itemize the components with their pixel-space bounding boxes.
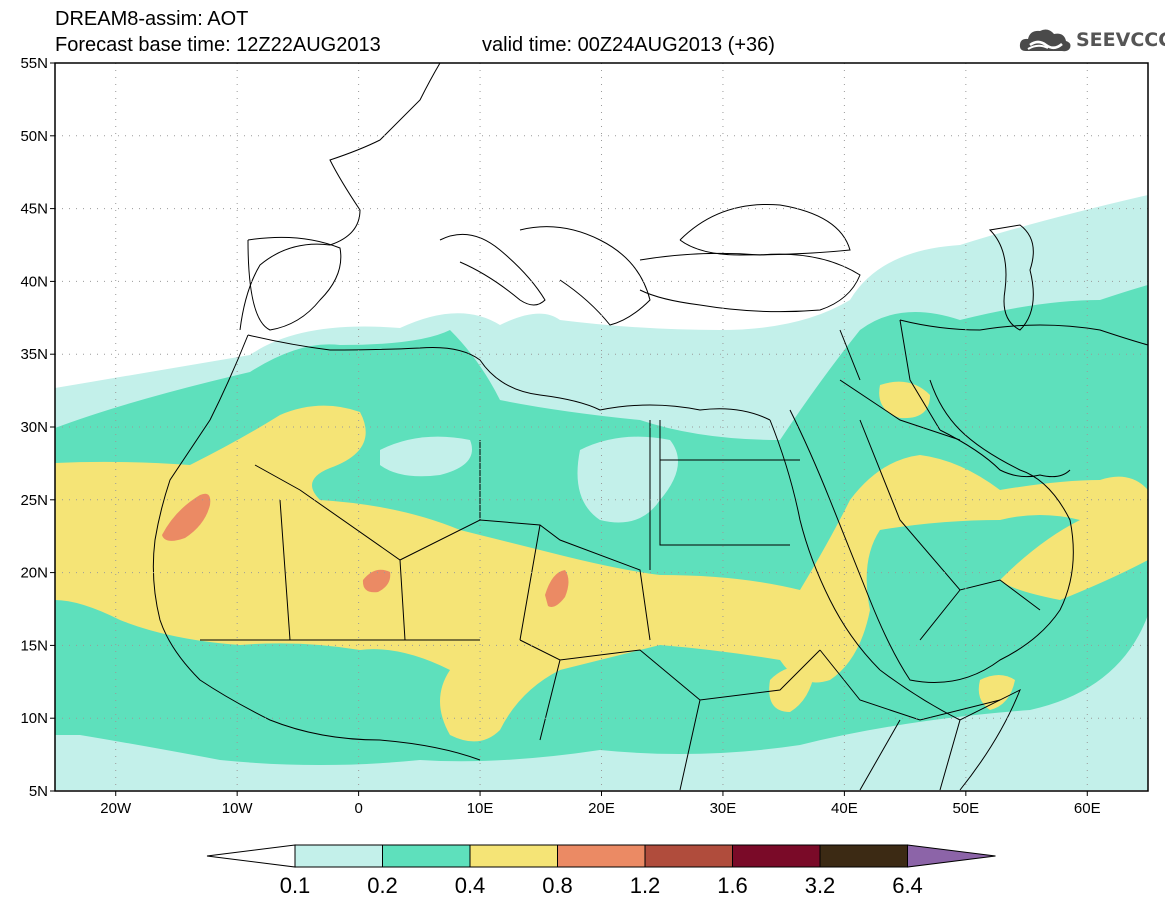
- lon-tick-label: 10W: [222, 800, 254, 817]
- iran-border: [899, 319, 1148, 346]
- coastlines: [152, 63, 1148, 791]
- graticule: [55, 63, 1148, 791]
- aot-contour-0.8-chad: [545, 570, 569, 607]
- lat-tick-label: 55N: [20, 55, 48, 72]
- aot-contour-0.1-patch: [577, 436, 678, 523]
- colorbar-label: 3.2: [805, 873, 836, 898]
- sahara-borders: [254, 420, 800, 641]
- lon-tick-label: 30E: [710, 800, 737, 817]
- lat-tick-label: 10N: [20, 710, 48, 727]
- red-sea-west-coast: [769, 419, 881, 671]
- colorbar-label: 0.1: [280, 873, 311, 898]
- sahel-borders: [200, 639, 1001, 791]
- colorbar-swatch: [644, 844, 733, 868]
- east-africa-borders: [859, 719, 961, 791]
- logo-text: SEEVCCC: [1076, 29, 1165, 51]
- lon-tick-label: 50E: [952, 800, 979, 817]
- persian-gulf-coast: [939, 429, 1071, 478]
- iraq-borders: [839, 319, 941, 431]
- valid-time: valid time: 00Z24AUG2013 (+36): [482, 34, 775, 56]
- cloud-logo-icon: [1019, 29, 1071, 52]
- europe-coastline: [239, 63, 441, 331]
- aot-contour-0.4-horn: [978, 675, 1015, 710]
- lat-tick-label: 15N: [20, 637, 48, 654]
- seevccc-logo: SEEVCCC: [1018, 24, 1165, 56]
- lat-tick-label: 25N: [20, 492, 48, 509]
- lat-tick-label: 45N: [20, 201, 48, 218]
- map-title: DREAM8-assim: AOT: [55, 8, 249, 30]
- colorbar-overflow-triangle: [907, 844, 996, 868]
- arabia-coastline: [789, 379, 1074, 683]
- forecast-base-time: Forecast base time: 12Z22AUG2013: [55, 34, 381, 56]
- aot-contour-0.8-mali: [362, 569, 391, 593]
- colorbar-label: 0.8: [542, 873, 573, 898]
- balkans-outline: [519, 226, 651, 326]
- colorbar-swatch: [819, 844, 908, 868]
- lat-tick-label: 35N: [20, 346, 48, 363]
- lat-tick-label: 50N: [20, 128, 48, 145]
- caspian-outline: [988, 224, 1034, 331]
- colorbar-swatch: [382, 844, 471, 868]
- colorbar-label: 1.2: [630, 873, 661, 898]
- lon-tick-label: 60E: [1074, 800, 1101, 817]
- colorbar-swatch: [732, 844, 821, 868]
- lon-tick-label: 40E: [831, 800, 858, 817]
- colorbar-swatch: [469, 844, 558, 868]
- black-sea-outline: [679, 203, 851, 256]
- aot-contour-0.1-patch-north: [380, 436, 472, 477]
- turkey-outline: [639, 252, 861, 313]
- latitude-axis: 55N 50N 45N 40N 35N 30N 25N 20N 15N 10N 5N: [20, 55, 55, 800]
- colorbar-label: 1.6: [717, 873, 748, 898]
- aot-contour-0.4-ethiopia: [769, 666, 815, 712]
- arabia-interior-borders: [839, 379, 1041, 641]
- horn-of-africa-coast: [879, 669, 1021, 791]
- lat-tick-label: 30N: [20, 419, 48, 436]
- lon-tick-label: 10E: [467, 800, 494, 817]
- colorbar-label: 0.2: [367, 873, 398, 898]
- iberia-outline: [247, 236, 342, 331]
- lon-tick-label: 0: [354, 800, 362, 817]
- lon-tick-label: 20E: [588, 800, 615, 817]
- italy-outline: [439, 233, 546, 306]
- colorbar-label: 0.4: [455, 873, 486, 898]
- longitude-axis: 20W 10W 0 10E 20E 30E 40E 50E 60E: [100, 791, 1101, 817]
- colorbar: 0.1 0.2 0.4 0.8 1.2 1.6 3.2 6.4: [206, 844, 996, 898]
- lat-tick-label: 40N: [20, 273, 48, 290]
- aot-contour-0.8-mauritania: [162, 493, 211, 541]
- aot-contour-0.4: [55, 405, 1148, 742]
- lon-tick-label: 20W: [100, 800, 132, 817]
- colorbar-swatch: [557, 844, 646, 868]
- north-africa-coastline: [247, 334, 771, 421]
- lat-tick-label: 5N: [29, 783, 48, 800]
- colorbar-underflow-triangle: [206, 844, 296, 868]
- colorbar-label: 6.4: [892, 873, 923, 898]
- aot-contour-0.4-arabia-north: [879, 381, 930, 419]
- lat-tick-label: 20N: [20, 565, 48, 582]
- west-africa-coastline: [152, 334, 481, 761]
- colorbar-swatch: [294, 844, 383, 868]
